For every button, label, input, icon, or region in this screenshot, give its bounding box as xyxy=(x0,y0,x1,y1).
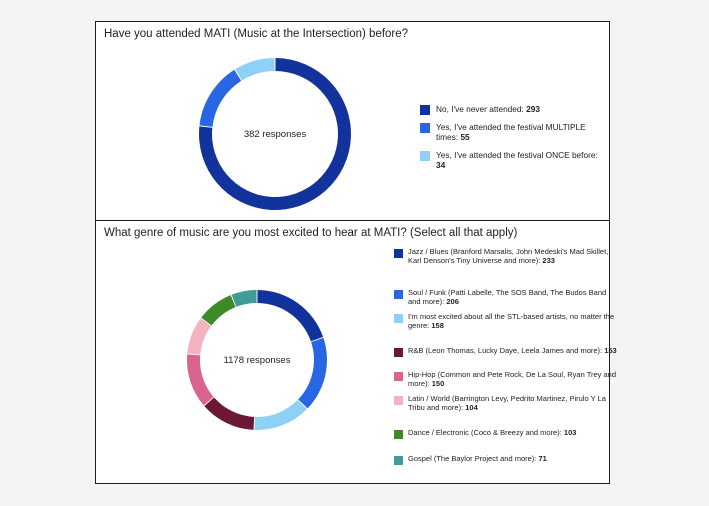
legend-item-5: Hip-Hop (Common and Pete Rock, De La Sou… xyxy=(394,370,618,388)
donut-slice-6 xyxy=(187,318,212,355)
donut-slice-5 xyxy=(187,354,214,406)
legend-label: Jazz / Blues (Branford Marsalis, John Me… xyxy=(408,247,609,265)
chart-title: What genre of music are you most excited… xyxy=(104,227,518,239)
legend-label: Yes, I've attended the festival MULTIPLE… xyxy=(436,121,586,143)
legend-value: 206 xyxy=(446,297,459,306)
chart-panel-genre: What genre of music are you most excited… xyxy=(95,220,617,484)
legend-value: 103 xyxy=(563,428,577,437)
legend-swatch xyxy=(394,396,403,405)
legend-swatch xyxy=(394,314,403,323)
legend-value: 104 xyxy=(465,403,478,412)
legend-label: R&B (Leon Thomas, Lucky Daye, Leela Jame… xyxy=(408,346,605,355)
legend-swatch xyxy=(420,105,430,115)
legend-value: 150 xyxy=(431,379,445,388)
legend-item-4: R&B (Leon Thomas, Lucky Daye, Leela Jame… xyxy=(394,346,618,357)
legend-swatch xyxy=(394,290,403,299)
legend-label: Gospel (The Baylor Project and more): xyxy=(408,454,539,463)
legend-item-3: I'm most excited about all the STL-based… xyxy=(394,312,618,330)
legend-item-1: No, I've never attended: 293 xyxy=(420,104,600,115)
donut-slice-4 xyxy=(204,397,255,430)
legend-value: 158 xyxy=(431,321,444,330)
donut-slice-2 xyxy=(199,69,242,127)
legend-label: I'm most excited about all the STL-based… xyxy=(408,312,615,330)
donut-slice-1 xyxy=(257,290,324,342)
legend-swatch xyxy=(394,348,403,357)
donut-chart-attendance: 382 responses xyxy=(199,58,351,210)
donut-slice-2 xyxy=(298,337,327,409)
legend-item-1: Jazz / Blues (Branford Marsalis, John Me… xyxy=(394,247,618,265)
donut-slice-8 xyxy=(231,290,257,307)
donut-slice-7 xyxy=(201,295,236,326)
legend-item-3: Yes, I've attended the festival ONCE bef… xyxy=(420,150,600,171)
legend-swatch xyxy=(420,122,430,133)
legend-item-6: Latin / World (Barrington Levy, Pedrito … xyxy=(394,394,618,412)
legend-item-2: Soul / Funk (Patti Labelle, The SOS Band… xyxy=(394,288,618,306)
legend-label: Dance / Electronic (Coco & Breezy and mo… xyxy=(408,428,564,437)
legend-label: Soul / Funk (Patti Labelle, The SOS Band… xyxy=(408,288,607,306)
center-label: 1178 responses xyxy=(224,355,291,366)
legend-swatch xyxy=(394,430,403,439)
legend-value: 293 xyxy=(526,104,540,114)
donut-slice-3 xyxy=(254,399,307,430)
center-label: 382 responses xyxy=(244,129,307,140)
legend-swatch xyxy=(394,456,403,465)
chart-panel-attendance: Have you attended MATI (Music at the Int… xyxy=(95,21,610,221)
legend-item-2: Yes, I've attended the festival MULTIPLE… xyxy=(420,122,600,143)
legend-label: Hip-Hop (Common and Pete Rock, De La Sou… xyxy=(408,370,617,388)
legend-value: 153 xyxy=(604,346,617,355)
donut-chart-genre: 1178 responses xyxy=(187,290,327,430)
legend-swatch xyxy=(394,249,403,258)
legend-item-7: Dance / Electronic (Coco & Breezy and mo… xyxy=(394,428,618,439)
legend-value: 34 xyxy=(436,160,446,170)
donut-slice-3 xyxy=(235,58,275,81)
legend-label: No, I've never attended: xyxy=(436,104,527,114)
legend-swatch xyxy=(394,372,403,381)
legend-label: Yes, I've attended the festival ONCE bef… xyxy=(436,149,598,160)
legend-value: 55 xyxy=(460,132,470,142)
legend-item-8: Gospel (The Baylor Project and more): 71 xyxy=(394,454,618,465)
legend-value: 233 xyxy=(542,256,555,265)
legend-swatch xyxy=(420,150,430,161)
legend: No, I've never attended: 293 Yes, I've at… xyxy=(420,104,600,178)
legend-label: Latin / World (Barrington Levy, Pedrito … xyxy=(408,394,606,412)
legend-value: 71 xyxy=(538,454,547,463)
chart-title: Have you attended MATI (Music at the Int… xyxy=(104,28,409,40)
